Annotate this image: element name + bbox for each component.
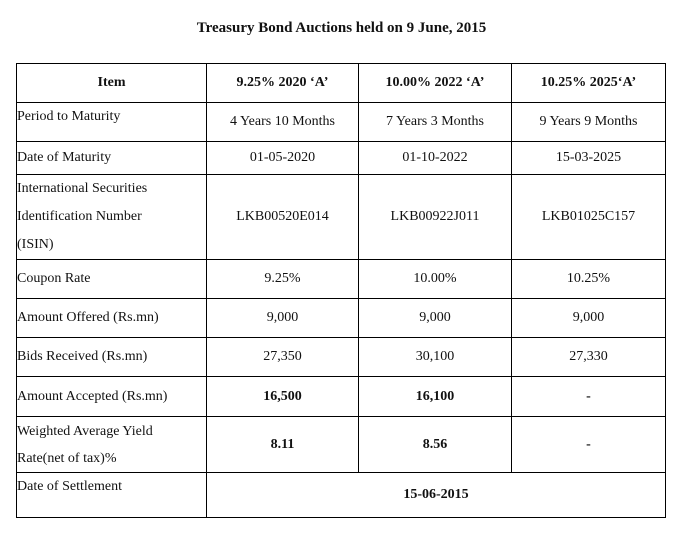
- cell-value: LKB00922J011: [358, 174, 512, 260]
- cell-value: 9,000: [511, 298, 666, 338]
- cell-value: 01-10-2022: [358, 141, 512, 175]
- row-label-period: Period to Maturity: [16, 102, 207, 142]
- cell-value: 27,330: [511, 337, 666, 377]
- row-label-line: Identification Number: [17, 209, 142, 224]
- table-row: International Securities Identification …: [16, 174, 666, 260]
- cell-value: 16,500: [206, 376, 359, 417]
- row-label-line: Weighted Average Yield: [17, 423, 153, 439]
- cell-value: 01-05-2020: [206, 141, 359, 175]
- row-label-line: International Securities: [17, 181, 148, 196]
- cell-value: -: [511, 416, 666, 473]
- cell-value: 9 Years 9 Months: [511, 102, 666, 142]
- cell-value: -: [511, 376, 666, 417]
- table-row: Period to Maturity 4 Years 10 Months 7 Y…: [16, 102, 666, 142]
- cell-value: 8.56: [358, 416, 512, 473]
- table-row: Amount Offered (Rs.mn) 9,000 9,000 9,000: [16, 298, 666, 338]
- cell-value: 7 Years 3 Months: [358, 102, 512, 142]
- cell-value: 9.25%: [206, 259, 359, 299]
- row-label-bids: Bids Received (Rs.mn): [16, 337, 207, 377]
- cell-value: 30,100: [358, 337, 512, 377]
- row-label-line: (ISIN): [17, 237, 54, 252]
- table-row: Coupon Rate 9.25% 10.00% 10.25%: [16, 259, 666, 299]
- settlement-date-value: 15-06-2015: [206, 472, 666, 518]
- cell-value: 4 Years 10 Months: [206, 102, 359, 142]
- cell-value: 27,350: [206, 337, 359, 377]
- table-row: Date of Maturity 01-05-2020 01-10-2022 1…: [16, 141, 666, 175]
- row-label-yield: Weighted Average Yield Rate(net of tax)%: [16, 416, 207, 473]
- column-header-bond-2020: 9.25% 2020 ‘A’: [206, 63, 359, 103]
- cell-value: LKB01025C157: [511, 174, 666, 260]
- table-row: Bids Received (Rs.mn) 27,350 30,100 27,3…: [16, 337, 666, 377]
- cell-value: 16,100: [358, 376, 512, 417]
- cell-value: 15-03-2025: [511, 141, 666, 175]
- cell-value: 10.00%: [358, 259, 512, 299]
- cell-value: 9,000: [358, 298, 512, 338]
- document-title: Treasury Bond Auctions held on 9 June, 2…: [196, 20, 487, 36]
- cell-value: LKB00520E014: [206, 174, 359, 260]
- row-label-line: Rate(net of tax)%: [17, 450, 117, 466]
- row-label-isin: International Securities Identification …: [16, 174, 207, 260]
- cell-value: 9,000: [206, 298, 359, 338]
- row-label-coupon: Coupon Rate: [16, 259, 207, 299]
- table-row: Date of Settlement 15-06-2015: [16, 472, 666, 518]
- column-header-bond-2022: 10.00% 2022 ‘A’: [358, 63, 512, 103]
- row-label-maturity-date: Date of Maturity: [16, 141, 207, 175]
- table-row: Amount Accepted (Rs.mn) 16,500 16,100 -: [16, 376, 666, 417]
- row-label-offered: Amount Offered (Rs.mn): [16, 298, 207, 338]
- row-label-settlement: Date of Settlement: [16, 472, 207, 518]
- cell-value: 8.11: [206, 416, 359, 473]
- column-header-bond-2025: 10.25% 2025‘A’: [511, 63, 666, 103]
- row-label-accepted: Amount Accepted (Rs.mn): [16, 376, 207, 417]
- column-header-item: Item: [16, 63, 207, 103]
- bond-auction-table: Item 9.25% 2020 ‘A’ 10.00% 2022 ‘A’ 10.2…: [16, 63, 666, 518]
- cell-value: 10.25%: [511, 259, 666, 299]
- table-header-row: Item 9.25% 2020 ‘A’ 10.00% 2022 ‘A’ 10.2…: [16, 63, 666, 103]
- table-row: Weighted Average Yield Rate(net of tax)%…: [16, 416, 666, 473]
